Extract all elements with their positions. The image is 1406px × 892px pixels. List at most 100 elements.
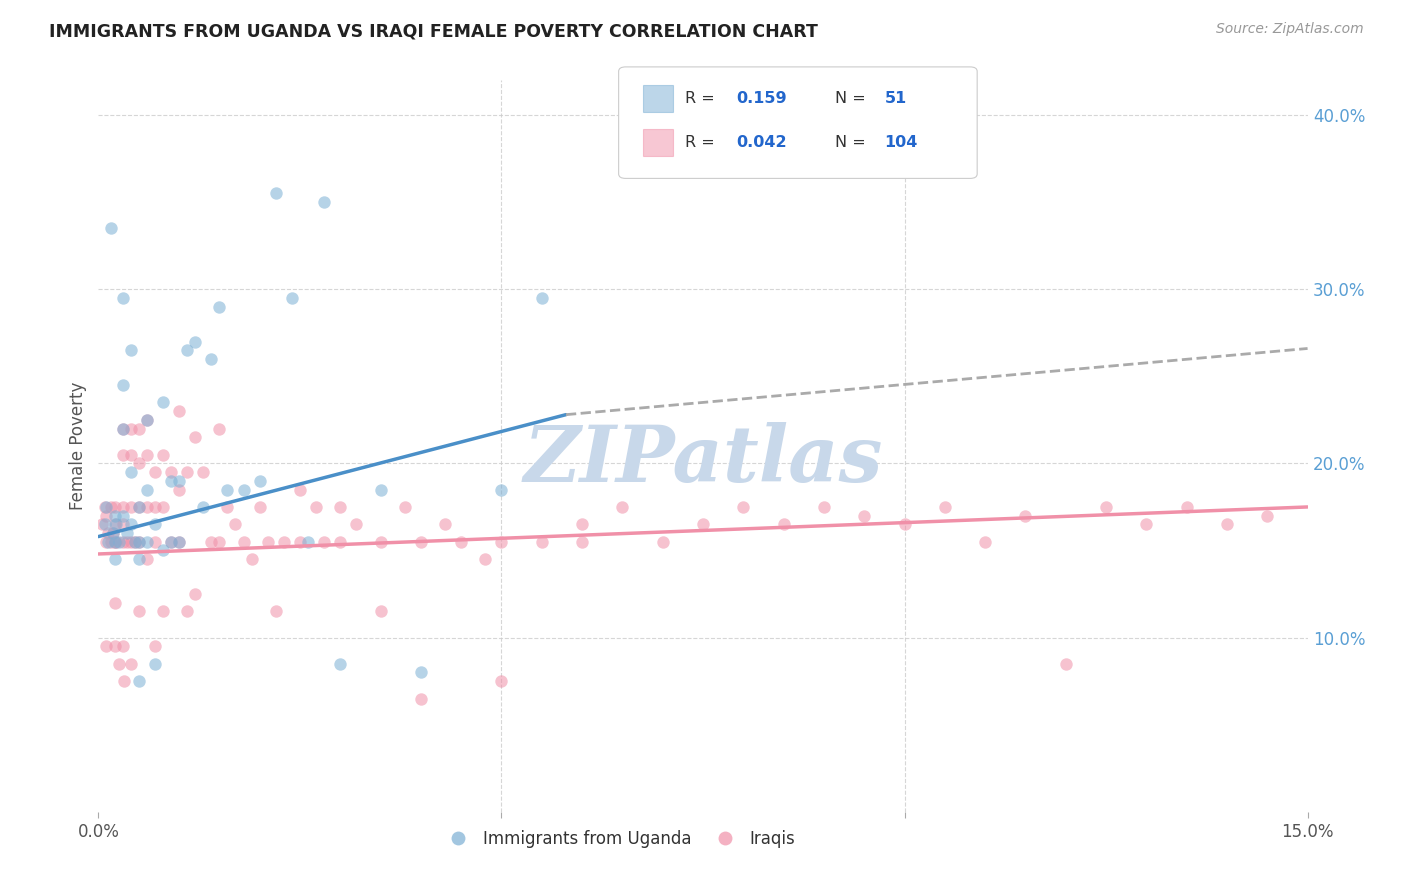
- Point: [135, 534, 157, 549]
- Point: [128, 500, 150, 514]
- Point: [128, 421, 150, 435]
- Point: [329, 534, 352, 549]
- Point: [97, 526, 120, 541]
- Legend: Immigrants from Uganda, Iraqis: Immigrants from Uganda, Iraqis: [434, 823, 803, 855]
- Point: [167, 534, 190, 549]
- Point: [264, 186, 287, 201]
- Point: [772, 517, 794, 532]
- Point: [103, 508, 125, 523]
- Point: [128, 552, 150, 566]
- Point: [128, 674, 150, 689]
- Point: [143, 657, 166, 671]
- Point: [167, 474, 190, 488]
- Point: [176, 343, 198, 358]
- Point: [105, 517, 128, 532]
- Point: [103, 552, 125, 566]
- Point: [297, 534, 319, 549]
- Point: [853, 508, 876, 523]
- Point: [1175, 500, 1198, 514]
- Point: [143, 465, 166, 479]
- Point: [101, 526, 124, 541]
- Point: [733, 500, 755, 514]
- Text: Source: ZipAtlas.com: Source: ZipAtlas.com: [1216, 22, 1364, 37]
- Point: [120, 500, 142, 514]
- Point: [370, 534, 392, 549]
- Point: [100, 534, 122, 549]
- Point: [200, 351, 222, 366]
- Point: [111, 500, 134, 514]
- Point: [128, 534, 150, 549]
- Point: [120, 421, 142, 435]
- Point: [1135, 517, 1157, 532]
- Point: [530, 291, 553, 305]
- Point: [128, 500, 150, 514]
- Point: [152, 543, 174, 558]
- Point: [167, 534, 190, 549]
- Point: [111, 421, 134, 435]
- Point: [1216, 517, 1239, 532]
- Point: [160, 465, 183, 479]
- Point: [176, 604, 198, 618]
- Point: [692, 517, 714, 532]
- Point: [143, 640, 166, 654]
- Point: [329, 500, 352, 514]
- Point: [409, 665, 432, 680]
- Point: [124, 534, 146, 549]
- Point: [167, 483, 190, 497]
- Point: [107, 657, 129, 671]
- Point: [1095, 500, 1118, 514]
- Point: [1256, 508, 1278, 523]
- Point: [813, 500, 835, 514]
- Point: [571, 517, 593, 532]
- Point: [97, 534, 120, 549]
- Point: [96, 534, 118, 549]
- Point: [200, 534, 222, 549]
- Text: R =: R =: [685, 91, 714, 105]
- Point: [217, 500, 239, 514]
- Point: [115, 526, 138, 541]
- Point: [128, 604, 150, 618]
- Text: R =: R =: [685, 136, 714, 150]
- Point: [135, 552, 157, 566]
- Point: [111, 448, 134, 462]
- Point: [370, 483, 392, 497]
- Point: [120, 517, 142, 532]
- Point: [152, 395, 174, 409]
- Point: [208, 421, 231, 435]
- Point: [143, 500, 166, 514]
- Point: [103, 640, 125, 654]
- Point: [571, 534, 593, 549]
- Point: [409, 691, 432, 706]
- Point: [112, 674, 135, 689]
- Point: [184, 430, 207, 444]
- Point: [249, 474, 271, 488]
- Point: [101, 526, 124, 541]
- Text: ZIPatlas: ZIPatlas: [523, 423, 883, 499]
- Point: [100, 500, 122, 514]
- Point: [128, 534, 150, 549]
- Point: [160, 534, 183, 549]
- Point: [232, 534, 254, 549]
- Point: [120, 448, 142, 462]
- Point: [152, 448, 174, 462]
- Point: [103, 534, 125, 549]
- Point: [143, 517, 166, 532]
- Point: [491, 674, 513, 689]
- Point: [240, 552, 263, 566]
- Point: [934, 500, 956, 514]
- Point: [256, 534, 278, 549]
- Point: [120, 534, 142, 549]
- Point: [530, 534, 553, 549]
- Point: [100, 221, 122, 235]
- Point: [232, 483, 254, 497]
- Point: [288, 534, 311, 549]
- Point: [111, 640, 134, 654]
- Point: [651, 534, 673, 549]
- Point: [491, 534, 513, 549]
- Point: [135, 413, 157, 427]
- Text: N =: N =: [835, 91, 866, 105]
- Point: [1054, 657, 1077, 671]
- Text: 0.042: 0.042: [737, 136, 787, 150]
- Point: [160, 474, 183, 488]
- Point: [107, 534, 129, 549]
